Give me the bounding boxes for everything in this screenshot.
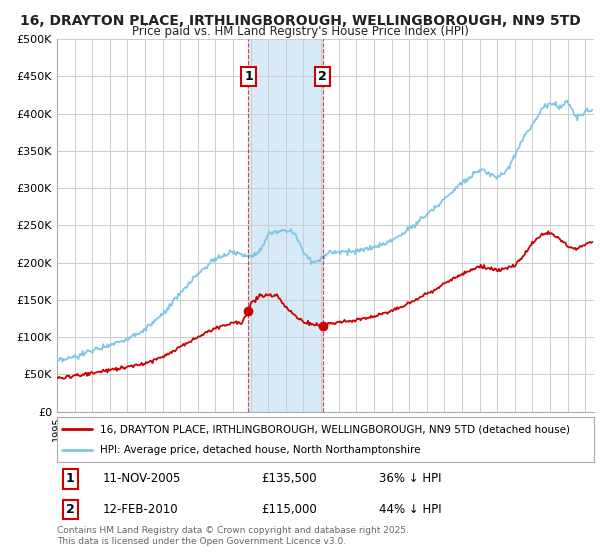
Text: 2: 2: [66, 503, 75, 516]
Text: 1: 1: [244, 70, 253, 83]
Text: 12-FEB-2010: 12-FEB-2010: [103, 503, 178, 516]
Text: Price paid vs. HM Land Registry's House Price Index (HPI): Price paid vs. HM Land Registry's House …: [131, 25, 469, 38]
Text: 36% ↓ HPI: 36% ↓ HPI: [379, 473, 442, 486]
Text: Contains HM Land Registry data © Crown copyright and database right 2025.
This d: Contains HM Land Registry data © Crown c…: [57, 526, 409, 546]
Bar: [248, 39, 323, 412]
Text: 16, DRAYTON PLACE, IRTHLINGBOROUGH, WELLINGBOROUGH, NN9 5TD: 16, DRAYTON PLACE, IRTHLINGBOROUGH, WELL…: [20, 14, 580, 28]
Text: 16, DRAYTON PLACE, IRTHLINGBOROUGH, WELLINGBOROUGH, NN9 5TD (detached house): 16, DRAYTON PLACE, IRTHLINGBOROUGH, WELL…: [100, 424, 570, 435]
Text: 44% ↓ HPI: 44% ↓ HPI: [379, 503, 442, 516]
Text: £115,000: £115,000: [261, 503, 317, 516]
Text: £135,500: £135,500: [261, 473, 317, 486]
Text: 11-NOV-2005: 11-NOV-2005: [103, 473, 181, 486]
Text: 1: 1: [66, 473, 75, 486]
Text: 2: 2: [318, 70, 327, 83]
Text: HPI: Average price, detached house, North Northamptonshire: HPI: Average price, detached house, Nort…: [100, 445, 421, 455]
